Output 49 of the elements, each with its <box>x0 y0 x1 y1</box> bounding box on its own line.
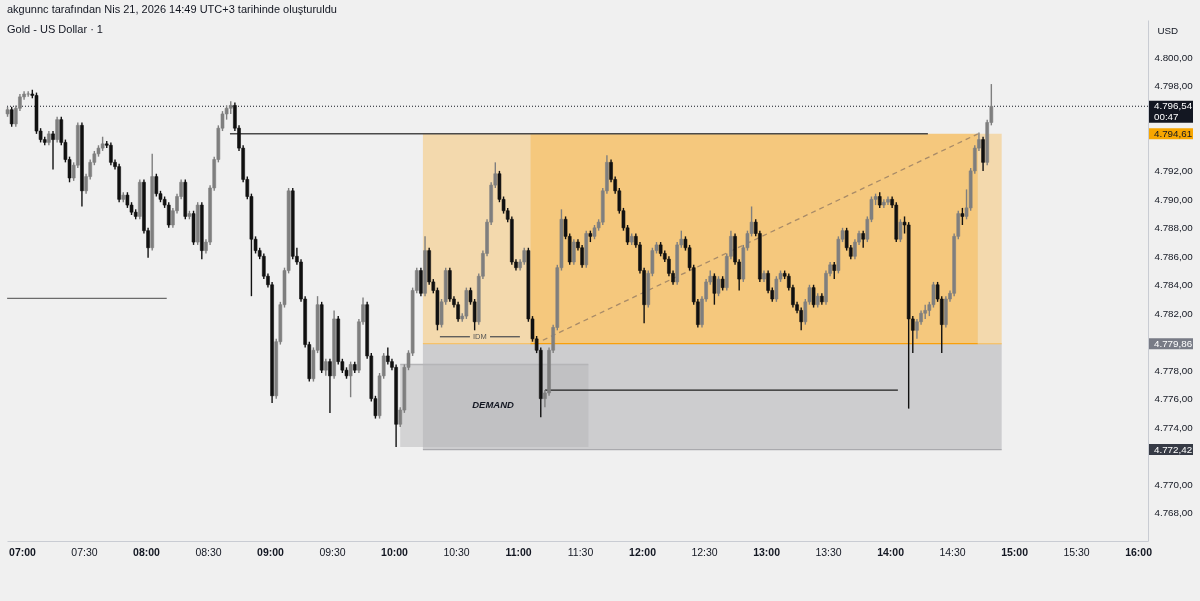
y-tick-label: 4.798,00 <box>1154 79 1194 91</box>
x-tick-label: 08:30 <box>195 545 222 558</box>
x-tick-label: 13:30 <box>815 545 842 558</box>
x-tick-label: 12:30 <box>691 545 718 558</box>
x-tick-label: 11:30 <box>567 545 594 558</box>
y-tick-label: 4.790,00 <box>1154 193 1194 205</box>
x-tick-label: 13:00 <box>753 545 781 558</box>
y-tick-label: 4.772,42 <box>1154 443 1193 455</box>
y-tick-label: 4.778,00 <box>1154 364 1194 376</box>
y-tick-label: 4.788,00 <box>1154 222 1194 234</box>
y-axis-title: USD <box>1157 24 1179 36</box>
y-tick-label: 4.779,86 <box>1154 337 1193 349</box>
x-tick-label: 16:00 <box>1125 545 1153 558</box>
x-tick-label: 15:30 <box>1063 545 1090 558</box>
y-tick-label: 4.800,00 <box>1154 51 1194 63</box>
ref-line-label: 4.796,54 <box>1154 100 1193 112</box>
y-tick-label: 4.776,00 <box>1154 393 1194 405</box>
x-tick-label: 07:30 <box>71 545 98 558</box>
candlestick <box>464 286 469 320</box>
candlestick <box>716 275 721 297</box>
candlestick <box>811 284 816 309</box>
candlestick <box>774 275 779 303</box>
x-tick-label: 12:00 <box>629 545 657 558</box>
x-tick-label: 14:00 <box>877 545 905 558</box>
y-tick-label: 4.786,00 <box>1154 250 1194 262</box>
y-tick-label: 4.784,00 <box>1154 279 1194 291</box>
text: 00:47 <box>1154 111 1179 123</box>
chart-title: akgunnc tarafından Nis 21, 2026 14:49 UTC+3 tarihinde oluşturuldu <box>7 3 337 15</box>
x-tick-label: 09:00 <box>257 545 285 558</box>
x-tick-label: 08:00 <box>133 545 161 558</box>
x-tick-label: 09:30 <box>319 545 346 558</box>
x-tick-label: 10:00 <box>381 545 409 558</box>
x-tick-label: 15:00 <box>1001 545 1029 558</box>
x-tick-label: 11:00 <box>505 545 532 558</box>
y-tick-label: 4.774,00 <box>1154 421 1194 433</box>
candlestick <box>9 106 14 128</box>
candlestick <box>191 210 196 246</box>
chart-subtitle: Gold - US Dollar · 1 <box>7 23 103 35</box>
x-tick-label: 10:30 <box>443 545 470 558</box>
candlestick <box>348 360 353 398</box>
annotation: DEMAND <box>472 399 515 411</box>
y-tick-label: 4.794,61 <box>1154 127 1193 139</box>
x-tick-label: 07:00 <box>9 545 37 558</box>
y-tick-label: 4.770,00 <box>1154 478 1194 490</box>
x-tick-label: 14:30 <box>939 545 966 558</box>
y-tick-label: 4.782,00 <box>1154 307 1194 319</box>
y-tick-label: 4.792,00 <box>1154 165 1194 177</box>
candlestick <box>898 218 903 243</box>
y-tick-label: 4.768,00 <box>1154 507 1194 519</box>
